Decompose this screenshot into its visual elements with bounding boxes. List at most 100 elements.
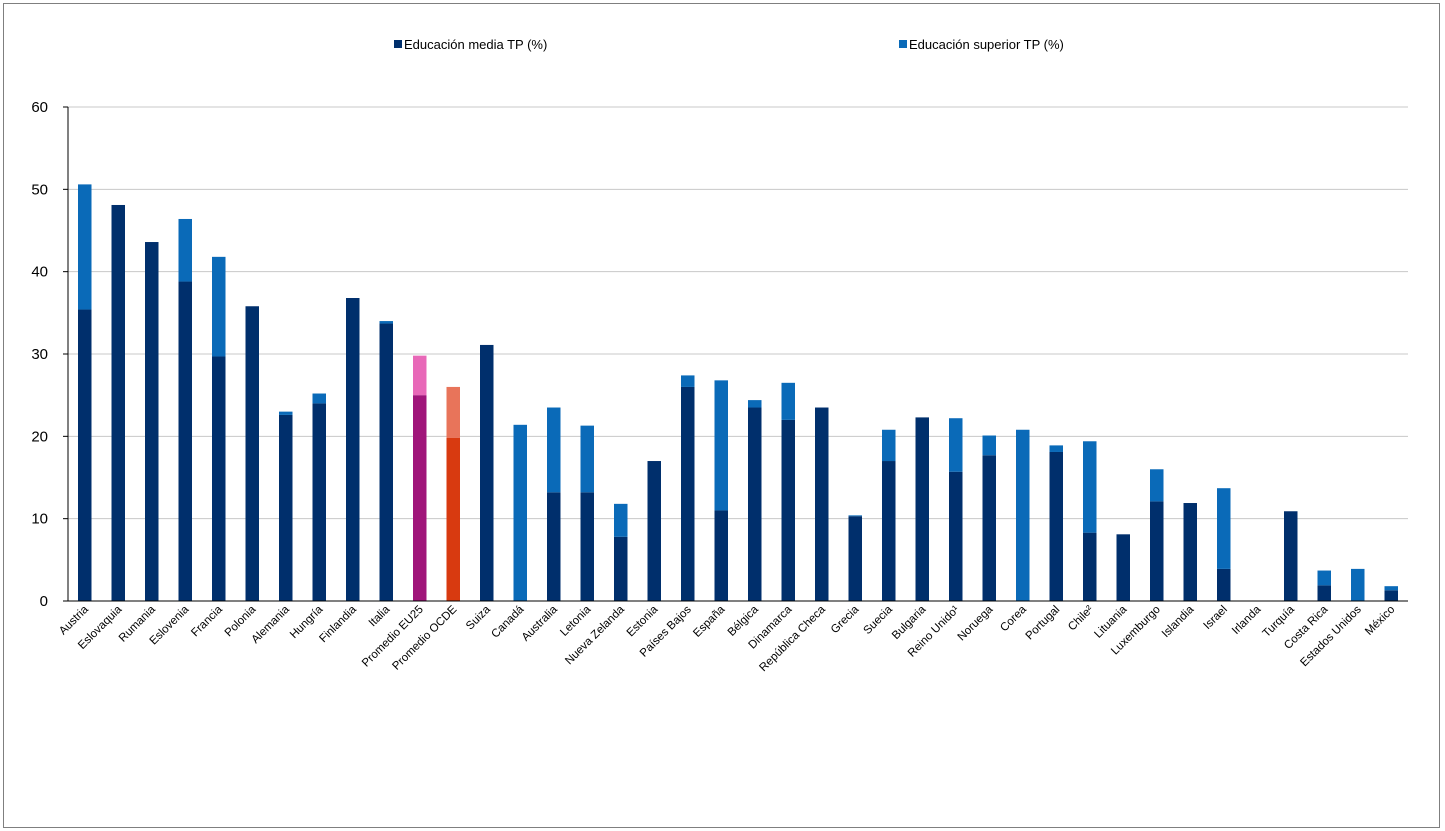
y-tick-label: 50 (31, 181, 48, 198)
bar-promedio-ocde-media (446, 437, 460, 601)
bar-suiza-media (480, 344, 494, 601)
bar-austria-media (78, 309, 92, 601)
bar-grecia-media (848, 516, 862, 601)
x-tick-label: Corea (998, 603, 1029, 634)
bar-portugal-superior (1049, 445, 1063, 452)
bars (78, 184, 1398, 602)
bar-reino-unido-superior (949, 418, 963, 472)
legend-swatch (899, 40, 907, 48)
bar-italia-superior (379, 321, 393, 324)
bar-reino-unido-media (949, 471, 963, 601)
legend: Educación media TP (%) Educación superior… (394, 37, 1064, 52)
bar-chile-superior (1083, 441, 1097, 533)
bar-eslovenia-media (178, 281, 192, 601)
bar-hungria-media (312, 403, 326, 601)
bar-promedio-eu25-superior (413, 355, 427, 396)
bar-paises-bajos-superior (681, 375, 695, 387)
x-tick-label: España (691, 603, 727, 639)
bar-alemania-media (279, 414, 293, 601)
x-tick-label: Noruega (956, 603, 996, 643)
x-tick-label: Promedio EU25 (360, 604, 426, 670)
bar-espana-media (714, 510, 728, 601)
bar-australia-superior (547, 407, 561, 493)
bar-grecia-superior (848, 515, 862, 517)
bar-letonia-superior (580, 425, 594, 493)
bar-promedio-eu25-media (413, 395, 427, 601)
bar-canada-superior (513, 424, 527, 601)
legend-swatch (394, 40, 402, 48)
bar-estados-unidos-superior (1351, 568, 1365, 601)
bar-letonia-media (580, 492, 594, 601)
x-tick-label: México (1363, 604, 1397, 638)
x-tick-label: Grecia (829, 603, 862, 636)
bar-corea-superior (1016, 429, 1030, 601)
bar-costa-rica-media (1317, 585, 1331, 601)
bar-chile-media (1083, 532, 1097, 601)
bar-luxemburgo-superior (1150, 469, 1164, 502)
y-tick-label: 0 (40, 593, 48, 610)
x-tick-label: Suiza (464, 603, 493, 632)
bar-austria-superior (78, 184, 92, 310)
bar-israel-media (1217, 568, 1231, 601)
x-tick-label: Promedio OCDE (390, 603, 459, 672)
x-tick-label: República Checa (757, 603, 828, 674)
x-tick-label: Islandia (1160, 603, 1197, 640)
bar-nueva-zelanda-superior (614, 503, 628, 537)
bar-belgica-media (748, 407, 762, 601)
bar-costa-rica-superior (1317, 570, 1331, 586)
x-tick-label: Chile² (1066, 604, 1096, 634)
bar-mexico-superior (1384, 586, 1398, 591)
bar-portugal-media (1049, 451, 1063, 601)
bar-noruega-superior (982, 435, 996, 456)
x-tick-label: Nueva Zelanda (563, 603, 627, 667)
bar-francia-superior (212, 256, 226, 357)
bar-islandia-media (1183, 503, 1197, 601)
bar-mexico-media (1384, 590, 1398, 601)
bar-francia-media (212, 356, 226, 601)
gridlines (68, 106, 1408, 520)
x-tick-label: Italia (367, 603, 393, 629)
bar-promedio-ocde-superior (446, 386, 460, 438)
bar-chart: Educación media TP (%) Educación superior… (31, 37, 1408, 674)
bar-belgica-superior (748, 400, 762, 408)
bar-estonia-media (647, 461, 661, 601)
bar-lituania-media (1116, 534, 1130, 601)
bar-finlandia-media (346, 298, 360, 601)
x-tick-label: Australia (520, 603, 561, 644)
legend-label: Educación media TP (%) (404, 37, 547, 52)
bar-australia-media (547, 492, 561, 601)
bar-luxemburgo-media (1150, 501, 1164, 601)
x-tick-label: Portugal (1024, 604, 1063, 643)
bar-espana-superior (714, 380, 728, 511)
bar-israel-superior (1217, 488, 1231, 569)
bar-dinamarca-superior (781, 382, 795, 420)
bar-noruega-media (982, 455, 996, 601)
bar-republica-checa-media (815, 407, 829, 601)
x-tick-label: Alemania (249, 603, 292, 646)
legend-label: Educación superior TP (%) (909, 37, 1064, 52)
bar-suecia-superior (882, 429, 896, 462)
bar-eslovaquia-media (111, 204, 125, 602)
y-tick-label: 60 (31, 99, 48, 116)
x-tick-label: Israel (1201, 604, 1229, 632)
bar-hungria-superior (312, 393, 326, 404)
bar-italia-media (379, 323, 393, 601)
x-tick-label: Irlanda (1230, 603, 1264, 637)
y-tick-label: 30 (31, 346, 48, 363)
bar-suecia-media (882, 461, 896, 601)
bar-nueva-zelanda-media (614, 536, 628, 601)
bar-dinamarca-media (781, 419, 795, 601)
x-tick-label: Estados Unidos (1298, 603, 1364, 669)
y-tick-label: 20 (31, 428, 48, 445)
bar-alemania-superior (279, 411, 293, 415)
bar-turquia-media (1284, 511, 1298, 601)
x-tick-label: Francia (189, 603, 225, 639)
bar-polonia-media (245, 306, 259, 601)
x-tick-label: Finlandia (317, 603, 359, 645)
y-tick-label: 40 (31, 264, 48, 281)
bar-paises-bajos-media (681, 386, 695, 601)
chart-frame: Educación media TP (%) Educación superior… (3, 3, 1440, 828)
y-tick-label: 10 (31, 511, 48, 528)
bar-bulgaria-media (915, 417, 929, 601)
bar-eslovenia-superior (178, 218, 192, 282)
